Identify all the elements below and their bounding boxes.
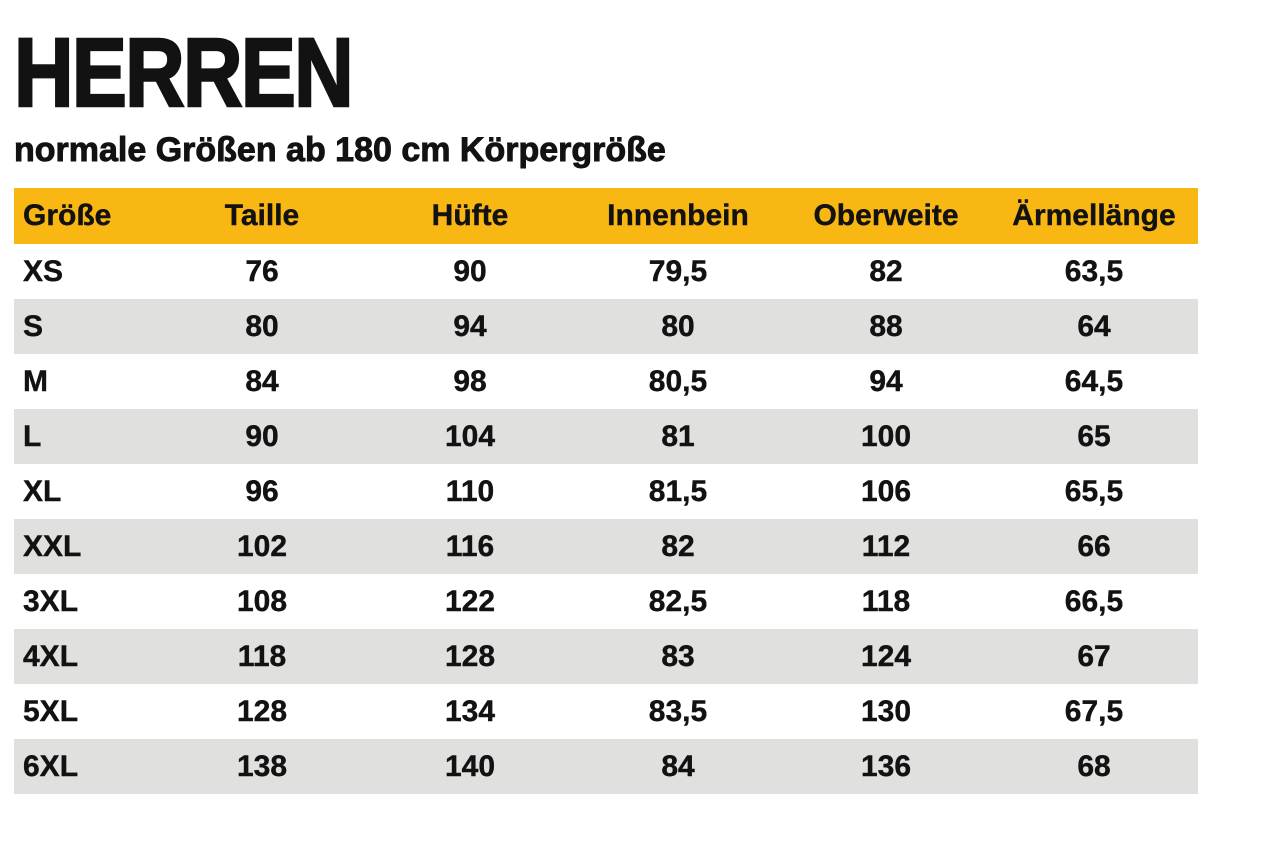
table-row: XXL 102 116 82 112 66 [14, 519, 1198, 574]
column-header-aermellaenge: Ärmellänge [1012, 199, 1176, 232]
value-cell: 116 [445, 529, 495, 563]
value-cell: 102 [236, 529, 288, 563]
value-cell: 84 [661, 749, 695, 783]
value-cell: 82 [661, 529, 695, 563]
column-header-innenbein: Innenbein [607, 199, 749, 232]
value-cell: 84 [245, 364, 279, 398]
value-cell: 122 [444, 584, 496, 618]
value-cell: 108 [236, 584, 288, 618]
table-row: XS 76 90 79,5 82 63,5 [14, 244, 1198, 299]
value-cell: 110 [445, 474, 495, 508]
value-cell: 138 [236, 749, 288, 783]
value-cell: 90 [245, 419, 279, 453]
size-cell: L [23, 419, 42, 453]
value-cell: 80,5 [648, 364, 708, 398]
value-cell: 79,5 [648, 254, 708, 288]
table-row: M 84 98 80,5 94 64,5 [14, 354, 1198, 409]
value-cell: 64 [1077, 309, 1111, 343]
value-cell: 82,5 [648, 584, 708, 618]
value-cell: 104 [444, 419, 496, 453]
value-cell: 98 [453, 364, 487, 398]
size-cell: XXL [23, 529, 82, 563]
value-cell: 140 [444, 749, 496, 783]
size-table: Größe Taille Hüfte Innenbein Oberweite Ä… [14, 188, 1198, 794]
value-cell: 124 [860, 639, 912, 673]
value-cell: 90 [453, 254, 487, 288]
value-cell: 96 [245, 474, 279, 508]
value-cell: 134 [444, 694, 496, 728]
table-row: 6XL 138 140 84 136 68 [14, 739, 1198, 794]
value-cell: 112 [861, 529, 911, 563]
value-cell: 66 [1077, 529, 1111, 563]
value-cell: 81 [661, 419, 695, 453]
value-cell: 80 [661, 309, 695, 343]
value-cell: 65,5 [1064, 474, 1124, 508]
table-row: XL 96 110 81,5 106 65,5 [14, 464, 1198, 519]
column-header-oberweite: Oberweite [813, 199, 959, 232]
value-cell: 65 [1077, 419, 1111, 453]
table-row: L 90 104 81 100 65 [14, 409, 1198, 464]
table-row: 3XL 108 122 82,5 118 66,5 [14, 574, 1198, 629]
value-cell: 82 [869, 254, 903, 288]
table-row: S 80 94 80 88 64 [14, 299, 1198, 354]
value-cell: 81,5 [648, 474, 708, 508]
page-subtitle: normale Größen ab 180 cm Körpergröße [14, 131, 667, 170]
size-cell: 4XL [23, 639, 79, 673]
table-row: 4XL 118 128 83 124 67 [14, 629, 1198, 684]
column-header-groesse: Größe [23, 199, 112, 232]
table-row: 5XL 128 134 83,5 130 67,5 [14, 684, 1198, 739]
value-cell: 64,5 [1064, 364, 1124, 398]
column-header-taille: Taille [224, 199, 300, 232]
value-cell: 128 [444, 639, 496, 673]
value-cell: 67 [1077, 639, 1111, 673]
size-cell: S [23, 309, 44, 343]
value-cell: 66,5 [1064, 584, 1124, 618]
value-cell: 94 [453, 309, 487, 343]
table-header-row: Größe Taille Hüfte Innenbein Oberweite Ä… [14, 188, 1198, 244]
value-cell: 130 [860, 694, 912, 728]
value-cell: 118 [237, 639, 287, 673]
size-cell: XS [23, 254, 64, 288]
value-cell: 83,5 [648, 694, 708, 728]
value-cell: 118 [861, 584, 911, 618]
value-cell: 80 [245, 309, 279, 343]
value-cell: 136 [860, 749, 912, 783]
size-cell: 5XL [23, 694, 79, 728]
value-cell: 100 [860, 419, 912, 453]
value-cell: 88 [869, 309, 903, 343]
value-cell: 83 [661, 639, 695, 673]
value-cell: 128 [236, 694, 288, 728]
size-cell: M [23, 364, 48, 398]
value-cell: 68 [1077, 749, 1111, 783]
size-cell: XL [23, 474, 62, 508]
value-cell: 67,5 [1064, 694, 1124, 728]
size-cell: 6XL [23, 749, 79, 783]
column-header-huefte: Hüfte [431, 199, 509, 232]
value-cell: 94 [869, 364, 903, 398]
value-cell: 106 [860, 474, 912, 508]
page-title: HERREN [13, 18, 355, 127]
value-cell: 63,5 [1064, 254, 1124, 288]
value-cell: 76 [245, 254, 279, 288]
size-cell: 3XL [23, 584, 79, 618]
